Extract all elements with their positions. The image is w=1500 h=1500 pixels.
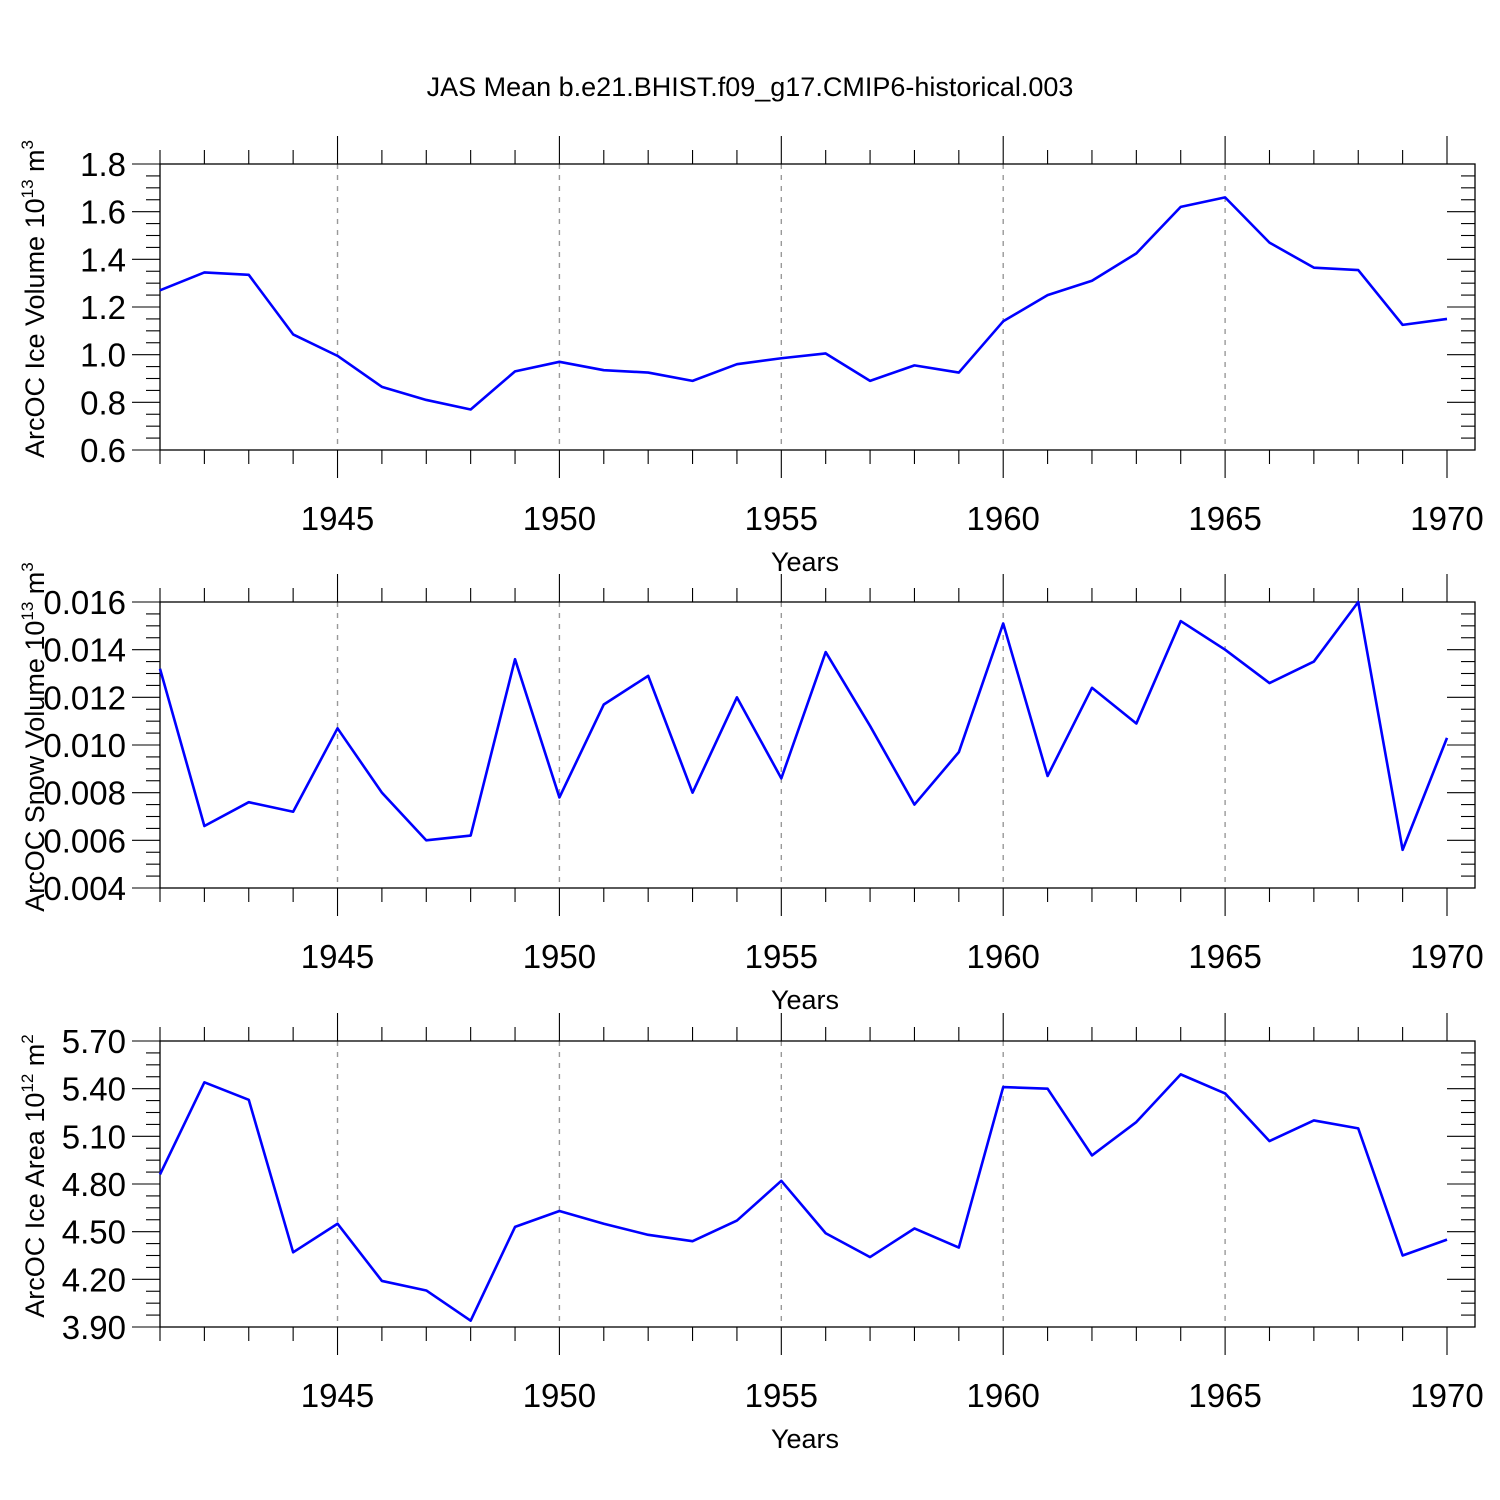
y-tick-label: 0.6 [80,432,126,469]
y-tick-label: 4.50 [62,1214,126,1251]
y-tick-label: 1.2 [80,289,126,326]
panel-ice-area: 1945 1950 1955 1960 1965 1970 3.90 4.20 4.50 4.80… [18,1013,1484,1454]
x-tick-label: 1965 [1188,500,1261,537]
y-tick-label: 5.70 [62,1023,126,1060]
x-tick-label: 1965 [1188,1377,1261,1414]
panel-snow-volume: 1945 1950 1955 1960 1965 1970 0.004 0.006 0.008 0… [18,562,1484,1015]
y-axis-label: ArcOC Ice Area 1012 m2 [18,1034,50,1318]
y-tick-label: 5.40 [62,1071,126,1108]
y-axis-label: ArcOC Ice Volume 1013 m3 [18,140,50,458]
series-line [158,600,1449,852]
x-tick-label: 1950 [523,500,596,537]
y-tick-label: 0.008 [43,775,126,812]
figure-title: JAS Mean b.e21.BHIST.f09_g17.CMIP6-histo… [427,72,1074,102]
series-line [158,1073,1448,1322]
x-tick-label: 1945 [301,1377,374,1414]
x-tick-label: 1955 [745,938,818,975]
series-line [159,196,1448,411]
x-tick-label: 1960 [966,938,1039,975]
y-axis-label: ArcOC Snow Volume 1013 m3 [18,562,50,912]
x-tick-label: 1960 [966,1377,1039,1414]
y-tick-label: 4.80 [62,1166,126,1203]
x-tick-label: 1950 [523,938,596,975]
plot-frame [159,601,1476,889]
y-tick-label: 0.006 [43,822,126,859]
plot-frame [159,163,1476,451]
x-tick-label: 1970 [1410,938,1483,975]
x-axis-label: Years [771,1424,839,1454]
y-tick-label: 1.0 [80,337,126,374]
x-tick-label: 1965 [1188,938,1261,975]
x-tick-label: 1970 [1410,500,1483,537]
y-tick-label: 0.016 [43,584,126,621]
y-tick-label: 3.90 [62,1309,126,1346]
y-tick-label: 0.012 [43,679,126,716]
plot-frame [159,1040,1476,1328]
x-axis-label: Years [771,547,839,577]
y-tick-label: 0.010 [43,727,126,764]
y-tick-label: 0.8 [80,384,126,421]
x-tick-label: 1950 [523,1377,596,1414]
y-tick-label: 4.20 [62,1261,126,1298]
y-tick-label: 1.8 [80,146,126,183]
panel-ice-volume: 1945 1950 1955 1960 1965 1970 0.6 0.8 1.0 1.2 1.4 1… [18,136,1484,577]
x-tick-label: 1945 [301,938,374,975]
x-tick-label: 1960 [966,500,1039,537]
y-tick-label: 1.4 [80,241,126,278]
y-tick-label: 5.10 [62,1118,126,1155]
y-tick-label: 0.004 [43,870,126,907]
x-tick-label: 1970 [1410,1377,1483,1414]
x-axis-label: Years [771,985,839,1015]
y-tick-label: 1.6 [80,194,126,231]
x-tick-label: 1955 [745,500,818,537]
x-tick-label: 1955 [745,1377,818,1414]
x-tick-label: 1945 [301,500,374,537]
y-tick-label: 0.014 [43,632,126,669]
